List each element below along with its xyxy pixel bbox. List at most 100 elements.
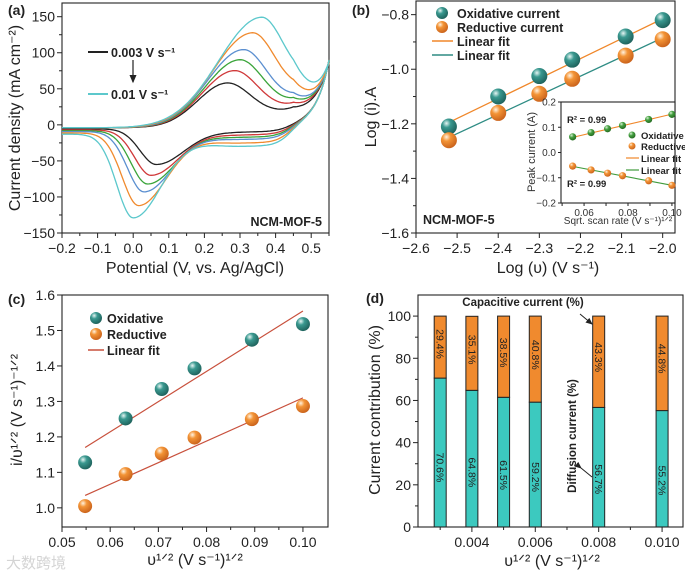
panel-c-normalized-current: 0.05 0.06 0.07 0.08 0.09 0.10 1.0 1.1 1.2 1.3 1.4 1…: [36, 287, 329, 550]
point-oxidative: [440, 118, 457, 135]
inset-legend-fit-2: Linear fit: [641, 166, 682, 177]
y-tick-label: 1.4: [36, 358, 56, 374]
panel-d-y-title: Current contribution (%): [367, 325, 384, 495]
x-tick-label: −0.2: [48, 240, 76, 256]
bar-label-capacitive: 38.5%: [497, 338, 509, 368]
point-reductive: [187, 430, 202, 445]
y-tick-label: 0: [47, 117, 55, 133]
y-tick-label: 100: [32, 45, 56, 61]
point-reductive: [617, 47, 634, 64]
point-reductive: [78, 499, 93, 514]
panel-d-contribution-bars: 70.6% 29.4% 64.8% 35.1% 61.5% 38.5% 59.2% 40.8%…: [388, 294, 684, 550]
y-tick-label: −1.2: [381, 116, 409, 132]
point-oxidative: [244, 332, 259, 347]
x-tick-label: −0.1: [84, 240, 112, 256]
x-tick-label: 0.008: [581, 534, 616, 550]
x-tick-label: 0.06: [97, 534, 124, 550]
point-reductive: [154, 446, 169, 461]
y-tick-label: −0.1: [536, 173, 556, 184]
x-tick-label: 0.0: [123, 240, 143, 256]
bar-capacitive: [655, 315, 669, 412]
y-tick-label: 1.2: [36, 429, 56, 445]
x-tick-label: −2.0: [649, 240, 677, 256]
inset-legend-oxidative-marker: [628, 131, 636, 139]
point-oxidative: [295, 317, 310, 332]
bar-label-capacitive: 29.4%: [434, 329, 446, 359]
point-reductive: [295, 399, 310, 414]
y-tick-label: −1.6: [381, 225, 409, 241]
point-oxidative: [118, 411, 133, 426]
y-tick-label: 150: [32, 9, 56, 25]
x-tick-label: 0.006: [518, 534, 553, 550]
inset-y-title: Peak current (A): [526, 112, 538, 192]
point-oxidative: [187, 361, 202, 376]
y-tick-label: −150: [23, 225, 55, 241]
bar-label-diffusion: 59.2%: [529, 462, 541, 492]
point-reductive: [564, 70, 581, 87]
inset-point-reductive: [668, 181, 676, 189]
cv-curve-1: [62, 59, 330, 176]
legend-c-oxidative-marker: [90, 312, 102, 324]
bar-capacitive: [433, 315, 447, 379]
inset-point-oxidative: [569, 133, 577, 141]
bar-capacitive: [465, 315, 479, 391]
panel-label-b: (b): [352, 2, 370, 18]
y-tick-label: 0.0: [542, 148, 556, 159]
x-tick-label: 0.3: [230, 240, 250, 256]
bar-label-diffusion: 55.2%: [656, 466, 668, 496]
cv-curve-5: [62, 16, 330, 219]
panel-b-log-plot: −2.6 −2.5 −2.4 −2.3 −2.2 −2.1 −2.0 −1.6 −1.4 −1.2…: [381, 0, 677, 256]
inset-legend-reductive-marker: [628, 142, 636, 150]
inset-legend-reductive: Reductive: [641, 142, 685, 153]
x-tick-label: 0.10: [289, 534, 316, 550]
panel-label-c: (c): [8, 291, 25, 307]
y-tick-label: 0: [403, 519, 411, 535]
point-reductive: [118, 467, 133, 482]
annotation-diffusion: Diffusion current (%): [567, 379, 579, 493]
legend-fit-2: Linear fit: [457, 49, 511, 63]
y-tick-label: −1.0: [381, 61, 409, 77]
point-oxidative: [490, 88, 507, 105]
point-reductive: [490, 104, 507, 121]
x-tick-label: 0.2: [195, 240, 215, 256]
panel-a-sample-label: NCM-MOF-5: [250, 215, 322, 229]
panel-c-x-title: υ¹ᐟ² (V s⁻¹)¹ᐟ²: [147, 552, 243, 569]
capacitive-arrow-icon: [579, 313, 593, 325]
inset-point-oxidative: [587, 128, 595, 137]
point-reductive: [244, 412, 259, 427]
y-tick-label: 50: [39, 81, 55, 97]
legend-reductive: Reductive current: [457, 21, 564, 35]
y-tick-label: 100: [388, 308, 412, 324]
diffusion-arrow-icon: [574, 461, 593, 478]
inset-r2-top: R² = 0.99: [567, 115, 606, 126]
y-tick-label: 80: [395, 350, 411, 366]
inset-background: [561, 102, 675, 203]
bar-label-capacitive: 44.8%: [656, 344, 668, 374]
x-tick-label: 0.08: [193, 534, 220, 550]
x-tick-label: −2.3: [526, 240, 554, 256]
point-oxidative: [654, 12, 671, 29]
x-tick-label: 0.10: [662, 208, 682, 219]
legend-c-oxidative: Oxidative: [107, 312, 163, 326]
fit-line-reductive: [84, 397, 304, 496]
panel-a-y-title: Current density (mA cm⁻²): [7, 25, 24, 211]
x-tick-label: 0.004: [454, 534, 489, 550]
x-tick-label: 0.05: [48, 534, 75, 550]
panel-label-d: (d): [366, 290, 384, 306]
bar-capacitive: [528, 315, 542, 403]
panel-label-a: (a): [8, 2, 25, 18]
x-tick-label: 0.010: [645, 534, 680, 550]
bar-label-diffusion: 61.5%: [497, 460, 509, 490]
y-tick-label: 0.1: [542, 123, 556, 134]
x-tick-label: 0.4: [266, 240, 286, 256]
inset-point-reductive: [645, 177, 653, 185]
point-reductive: [654, 31, 671, 48]
panel-b-inset: 0.06 0.08 0.10 −0.2 −0.1 0.0 0.1 0.2: [536, 98, 682, 220]
bar-label-capacitive: 43.3%: [592, 342, 604, 372]
legend-c-reductive-marker: [90, 328, 102, 340]
watermark: 大数跨境: [6, 554, 66, 572]
bar-label-diffusion: 64.8%: [465, 457, 477, 487]
x-tick-label: 0.09: [241, 534, 268, 550]
x-tick-label: −2.1: [608, 240, 636, 256]
point-reductive: [440, 132, 457, 149]
